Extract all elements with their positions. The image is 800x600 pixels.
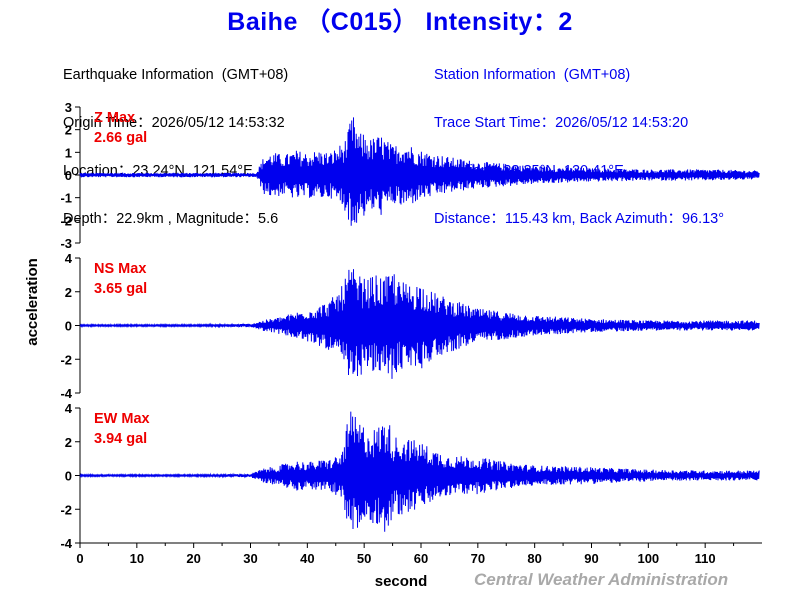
y-tick-label: 1 <box>65 145 72 160</box>
max-label-ns: NS Max <box>94 261 146 277</box>
max-label-ew: EW Max <box>94 411 150 427</box>
x-tick-label: 40 <box>300 551 314 566</box>
panel-z: 3 2 1 0 -1 -2 -3 Z Max 2.66 gal <box>60 100 760 251</box>
trace-start-time: Trace Start Time：2026/05/12 14:53:20 <box>434 115 689 131</box>
waveform-trace <box>79 269 760 379</box>
y-tick-label: 4 <box>65 251 73 266</box>
earthquake-info: Earthquake Information (GMT+08) Origin T… <box>63 35 288 243</box>
earthquake-info-heading: Earthquake Information (GMT+08) <box>63 67 289 83</box>
x-tick-label: 90 <box>584 551 598 566</box>
x-tick-label: 50 <box>357 551 371 566</box>
station-info: Station Information (GMT+08) Trace Start… <box>434 35 724 243</box>
chart-title: Baihe （C015） Intensity：2 <box>227 8 573 36</box>
x-tick-label: 70 <box>471 551 485 566</box>
max-value-z: 2.66 gal <box>94 130 147 146</box>
y-tick-label: -2 <box>60 352 72 367</box>
x-tick-label: 0 <box>76 551 83 566</box>
waveform-trace <box>79 411 760 532</box>
x-tick-label: 100 <box>637 551 659 566</box>
y-tick-label: -4 <box>60 386 72 401</box>
max-value-ew: 3.94 gal <box>94 431 147 447</box>
x-axis-label: second <box>375 573 428 590</box>
station-info-heading: Station Information (GMT+08) <box>434 67 631 83</box>
x-tick-label: 10 <box>130 551 144 566</box>
footer-agency: Central Weather Administration <box>474 570 729 589</box>
y-tick-label: 4 <box>65 401 73 416</box>
depth-magnitude: Depth：22.9km , Magnitude：5.6 <box>63 211 279 227</box>
y-tick-label: 2 <box>65 435 72 450</box>
x-tick-label: 80 <box>527 551 541 566</box>
x-tick-label: 20 <box>186 551 200 566</box>
y-tick-label: -3 <box>60 236 72 251</box>
y-tick-label: -2 <box>60 213 72 228</box>
y-tick-label: 3 <box>65 100 72 115</box>
y-tick-label: 0 <box>65 469 72 484</box>
distance-azimuth: Distance：115.43 km, Back Azimuth：96.13° <box>434 211 725 227</box>
panel-ns: 4 2 0 -2 -4 NS Max 3.65 gal <box>60 251 760 401</box>
origin-time: Origin Time：2026/05/12 14:53:32 <box>63 115 285 131</box>
y-tick-label: 0 <box>65 168 72 183</box>
waveform-trace <box>79 117 760 226</box>
panel-ew: 4 2 0 -2 -4 EW Max 3.94 gal <box>60 401 760 551</box>
x-tick-label: 60 <box>414 551 428 566</box>
y-tick-label: 2 <box>65 285 72 300</box>
y-tick-label: 2 <box>65 123 72 138</box>
y-tick-label: -1 <box>60 191 72 206</box>
y-tick-label: -2 <box>60 502 72 517</box>
x-tick-label: 30 <box>243 551 257 566</box>
y-tick-label: 0 <box>65 319 72 334</box>
y-axis-label: acceleration <box>24 258 41 346</box>
max-label-z: Z Max <box>94 110 135 126</box>
y-tick-label: -4 <box>60 536 72 551</box>
x-tick-label: 110 <box>695 551 716 566</box>
max-value-ns: 3.65 gal <box>94 281 147 297</box>
